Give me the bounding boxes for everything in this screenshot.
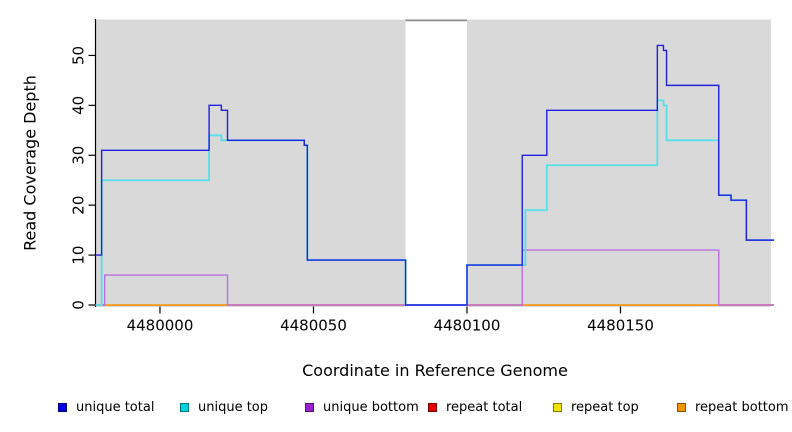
repeat-top-swatch-icon bbox=[553, 402, 562, 412]
legend: unique total unique top unique bottom re… bbox=[0, 398, 792, 418]
legend-label: unique top bbox=[198, 399, 269, 415]
y-tick-label: 50 bbox=[70, 46, 88, 65]
legend-item-repeat-total: repeat total bbox=[428, 398, 522, 416]
unique-top-swatch-icon bbox=[180, 402, 189, 412]
legend-label: unique total bbox=[76, 399, 155, 415]
unique-total-swatch-icon bbox=[58, 402, 67, 412]
x-tick-label: 4480100 bbox=[434, 317, 501, 335]
y-tick-label: 20 bbox=[70, 196, 88, 215]
legend-item-unique-top: unique top bbox=[180, 398, 268, 416]
legend-label: repeat top bbox=[571, 399, 639, 415]
y-tick-label: 0 bbox=[70, 300, 88, 310]
y-tick-label: 40 bbox=[70, 96, 88, 115]
x-tick-label: 4480000 bbox=[127, 317, 194, 335]
series-line-unique-total bbox=[95, 44, 774, 306]
legend-item-unique-total: unique total bbox=[58, 398, 154, 416]
y-tick-label: 30 bbox=[70, 146, 88, 165]
series-line-unique-bottom bbox=[95, 249, 774, 306]
legend-label: repeat total bbox=[446, 399, 523, 415]
panel-shaded-region bbox=[466, 19, 771, 307]
legend-label: repeat bottom bbox=[695, 399, 789, 415]
y-tick-label: 10 bbox=[70, 246, 88, 265]
legend-item-repeat-top: repeat top bbox=[553, 398, 639, 416]
legend-label: unique bottom bbox=[323, 399, 419, 415]
legend-item-repeat-bottom: repeat bottom bbox=[677, 398, 789, 416]
repeat-total-swatch-icon bbox=[428, 402, 437, 412]
y-axis-title: Read Coverage Depth bbox=[20, 75, 40, 251]
repeat-bottom-swatch-icon bbox=[677, 402, 686, 412]
panel-shaded-region bbox=[95, 19, 406, 307]
x-tick-label: 4480050 bbox=[280, 317, 347, 335]
x-axis-title: Coordinate in Reference Genome bbox=[302, 361, 568, 380]
legend-item-unique-bottom: unique bottom bbox=[305, 398, 419, 416]
x-tick-label: 4480150 bbox=[587, 317, 654, 335]
unique-bottom-swatch-icon bbox=[305, 402, 314, 412]
